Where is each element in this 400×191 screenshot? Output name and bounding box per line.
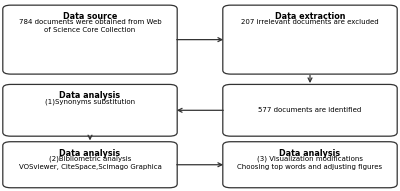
Text: Data source: Data source	[63, 12, 117, 21]
FancyBboxPatch shape	[3, 5, 177, 74]
Text: 207 irrelevant documents are excluded: 207 irrelevant documents are excluded	[241, 19, 379, 25]
FancyBboxPatch shape	[3, 84, 177, 136]
Text: (3) Visualization modifications
Choosing top words and adjusting figures: (3) Visualization modifications Choosing…	[238, 156, 382, 170]
Text: (2)Bibliometric analysis
VOSviewer, CiteSpace,Scimago Graphica: (2)Bibliometric analysis VOSviewer, Cite…	[18, 156, 162, 170]
Text: 784 documents were obtained from Web
of Science Core Collection: 784 documents were obtained from Web of …	[19, 19, 161, 33]
Text: Data analysis: Data analysis	[60, 149, 120, 158]
Text: (1)Synonyms substitution: (1)Synonyms substitution	[45, 98, 135, 105]
Text: Data analysis: Data analysis	[60, 91, 120, 100]
FancyBboxPatch shape	[223, 142, 397, 188]
Text: Data analysis: Data analysis	[280, 149, 340, 158]
FancyBboxPatch shape	[223, 84, 397, 136]
Text: Data extraction: Data extraction	[275, 12, 345, 21]
Text: 577 documents are identified: 577 documents are identified	[258, 107, 362, 113]
FancyBboxPatch shape	[223, 5, 397, 74]
FancyBboxPatch shape	[3, 142, 177, 188]
